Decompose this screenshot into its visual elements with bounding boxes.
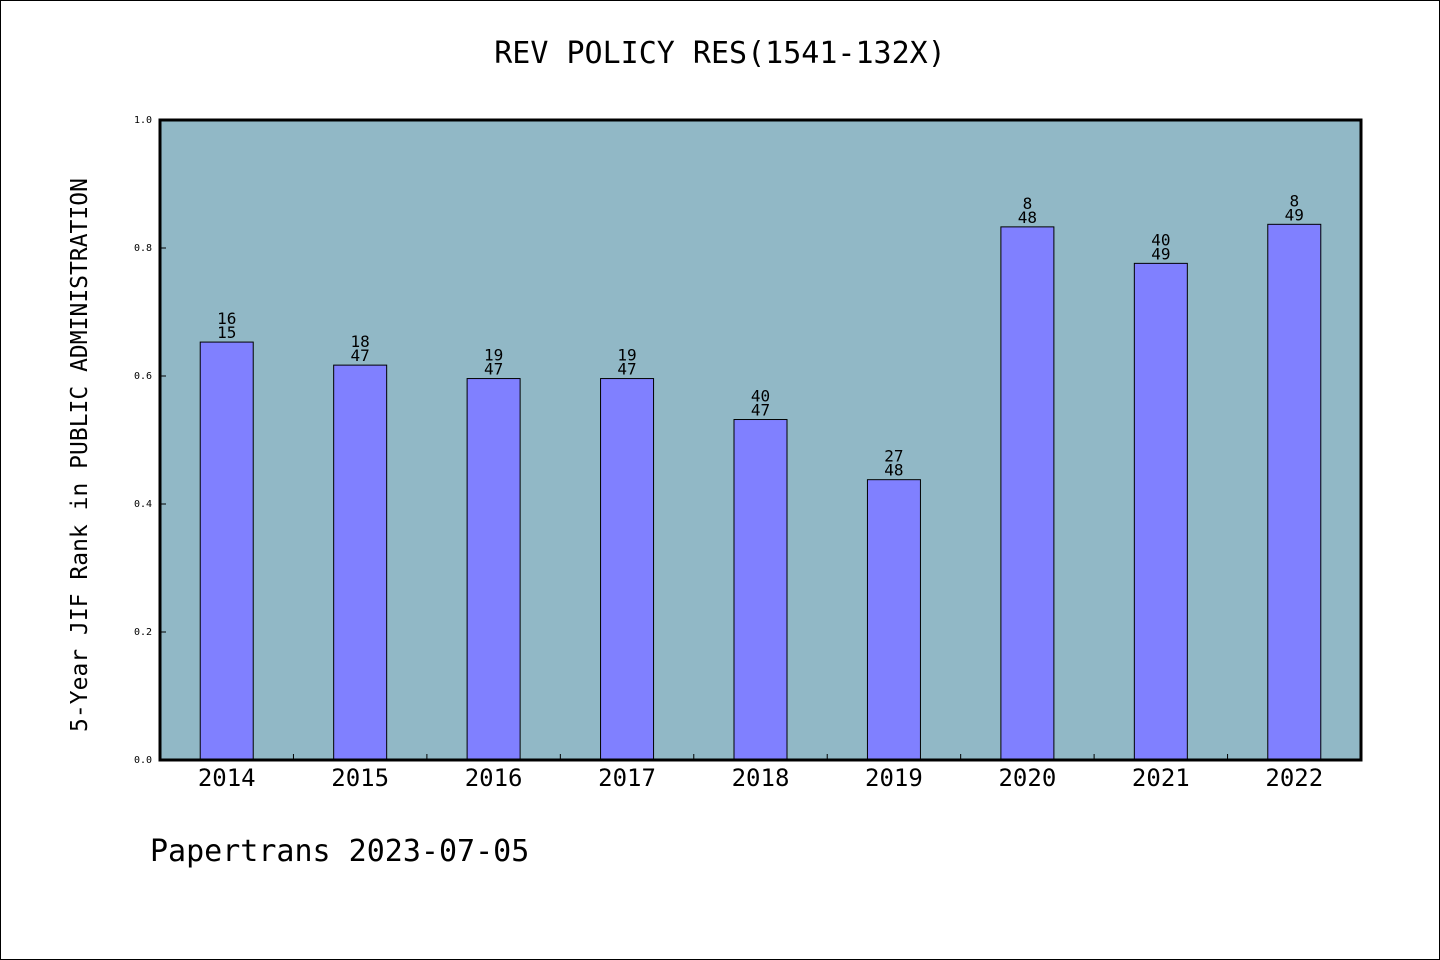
bar-total-label: 47 bbox=[484, 360, 503, 379]
y-tick-label: 0.4 bbox=[134, 499, 152, 510]
bars-layer bbox=[199, 223, 1322, 761]
bar-total-label: 47 bbox=[617, 360, 636, 379]
plot-border bbox=[158, 118, 1363, 762]
y-tick-label: 1.0 bbox=[134, 115, 152, 126]
bar-rank-label: 19 bbox=[617, 346, 636, 365]
x-tick-label: 2022 bbox=[1265, 764, 1323, 792]
footer-text: Papertrans 2023-07-05 bbox=[150, 834, 530, 869]
bar-2015 bbox=[333, 364, 388, 761]
chart-title: REV POLICY RES(1541-132X) bbox=[494, 36, 946, 71]
bar-rank-label: 8 bbox=[1289, 191, 1299, 210]
bar-rank-label: 8 bbox=[1023, 194, 1033, 213]
bar-2019 bbox=[866, 479, 921, 761]
x-tick-label: 2019 bbox=[865, 764, 923, 792]
x-tick-label: 2017 bbox=[598, 764, 656, 792]
x-tick-label: 2018 bbox=[732, 764, 790, 792]
x-tick-label: 2015 bbox=[331, 764, 389, 792]
bar-total-label: 49 bbox=[1285, 205, 1304, 224]
x-tick-label: 2016 bbox=[465, 764, 523, 792]
bar-2021 bbox=[1133, 262, 1188, 761]
bar-2020 bbox=[1000, 226, 1055, 761]
bar-total-label: 47 bbox=[351, 346, 370, 365]
bar-total-label: 47 bbox=[751, 401, 770, 420]
bar-total-label: 15 bbox=[217, 323, 236, 342]
bar-rank-label: 19 bbox=[484, 346, 503, 365]
y-tick-label: 0.8 bbox=[134, 243, 152, 254]
bar-rank-label: 40 bbox=[1151, 230, 1170, 249]
bar-2017 bbox=[600, 378, 655, 761]
bar-rank-label: 40 bbox=[751, 387, 770, 406]
bar-2016 bbox=[466, 378, 521, 761]
bar-total-label: 48 bbox=[1018, 208, 1037, 227]
x-tick-label: 2014 bbox=[198, 764, 256, 792]
axis-layer: 2014 2015 2016 2017 2018 2019 2020 2021 2022 0.0 0… bbox=[134, 115, 1323, 792]
bar-rank-label: 18 bbox=[351, 332, 370, 351]
bar-2014 bbox=[199, 341, 254, 761]
x-tick-label: 2021 bbox=[1132, 764, 1190, 792]
bar-2018 bbox=[733, 419, 788, 761]
y-tick-label: 0.6 bbox=[134, 371, 152, 382]
bar-total-label: 49 bbox=[1151, 244, 1170, 263]
bar-2022 bbox=[1267, 223, 1322, 761]
bar-rank-label: 16 bbox=[217, 309, 236, 328]
bar-total-label: 48 bbox=[884, 461, 903, 480]
bar-rank-label: 27 bbox=[884, 447, 903, 466]
x-tick-label: 2020 bbox=[998, 764, 1056, 792]
y-tick-label: 0.0 bbox=[134, 755, 152, 766]
y-tick-label: 0.2 bbox=[134, 627, 152, 638]
